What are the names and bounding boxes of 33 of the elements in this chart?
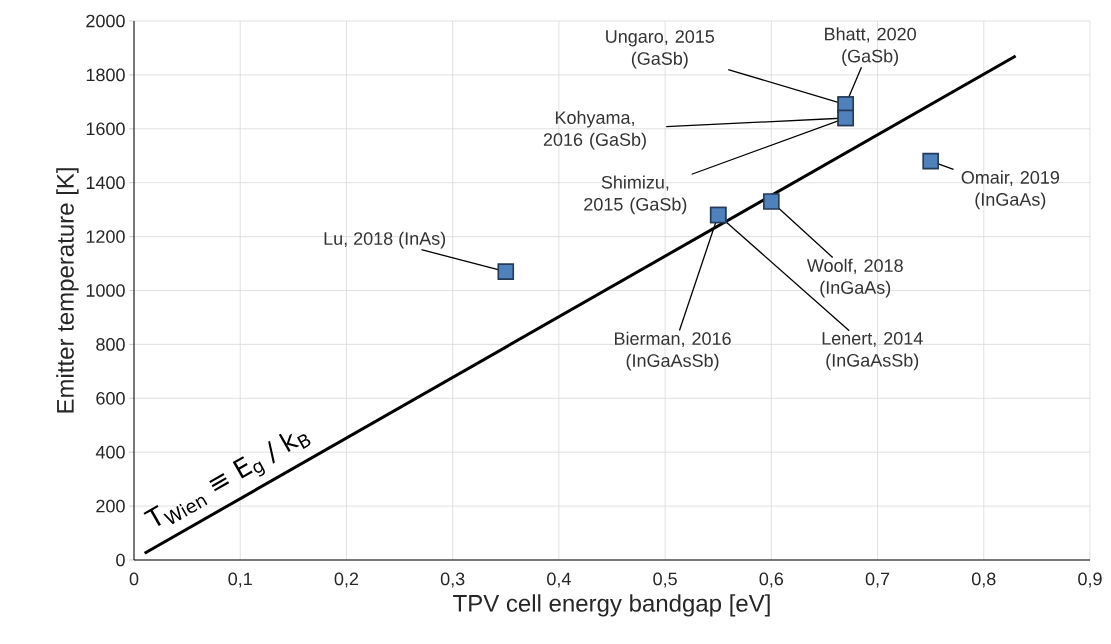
- x-tick-label: 0,5: [653, 572, 677, 588]
- y-tick-label: 600: [96, 391, 125, 405]
- y-tick-label: 1600: [86, 122, 125, 136]
- y-tick-label: 1400: [86, 176, 125, 190]
- y-axis-title: Emitter temperature [K]: [56, 168, 79, 413]
- annotation: Lenert, 2014 (InGaAsSb): [822, 331, 923, 371]
- x-tick-label: 0,6: [759, 572, 784, 588]
- y-tick-label: 1800: [86, 68, 125, 82]
- y-tick-label: 2000: [86, 14, 125, 28]
- y-tick-label: 0: [116, 553, 125, 567]
- annotation: Woolf, 2018 (InGaAs): [806, 258, 903, 298]
- annotation: Lu, 2018 (InAs): [324, 231, 446, 249]
- annotation: Bierman, 2016 (InGaAsSb): [615, 331, 731, 371]
- annotation: Kohyama, 2016 (GaSb): [543, 110, 646, 150]
- annotation: Ungaro, 2015 (GaSb): [606, 30, 715, 69]
- y-tick-label: 1200: [86, 230, 125, 243]
- x-axis-title: TPV cell energy bandgap [eV]: [453, 594, 770, 617]
- y-tick-label: 800: [96, 338, 125, 351]
- x-tick-label: 0,2: [334, 572, 359, 588]
- annotation: Bhatt, 2020 (GaSb): [825, 27, 916, 66]
- y-tick-label: 1000: [86, 284, 125, 297]
- x-tick-label: 0,7: [865, 572, 890, 588]
- x-tick-label: 0,8: [971, 572, 996, 588]
- x-tick-label: 0,1: [228, 572, 252, 588]
- annotation: Shimizu, 2015 (GaSb): [584, 175, 687, 215]
- x-tick-label: 0,4: [547, 572, 571, 588]
- annotation: T$_{Wien}$ ≡ E$_{g}$ / k$_{B}$: [143, 433, 311, 527]
- annotation: Omair, 2019 (InGaAs): [961, 170, 1059, 210]
- x-tick-label: 0,9: [1078, 572, 1102, 588]
- y-tick-label: 200: [96, 499, 125, 513]
- x-tick-label: 0,3: [440, 572, 465, 588]
- x-tick-label: 0: [129, 572, 139, 586]
- y-tick-label: 400: [95, 445, 125, 459]
